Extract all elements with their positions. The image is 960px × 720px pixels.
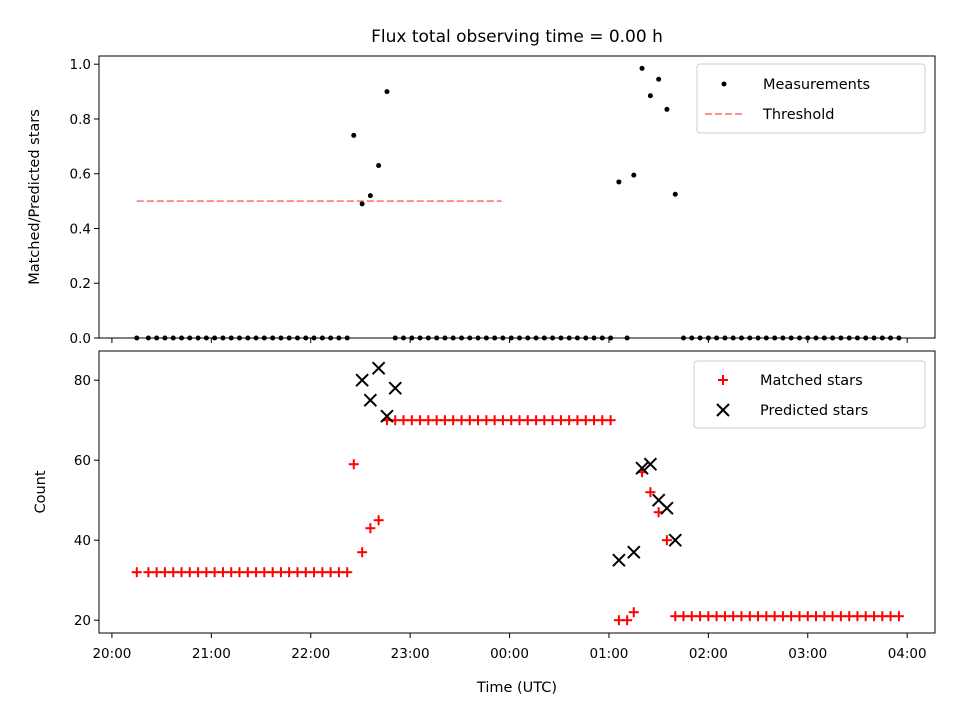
matched-star-point [284,567,295,578]
matched-star-point [736,611,747,622]
predicted-star-point [388,381,402,395]
measurement-point [664,106,670,112]
matched-star-point [497,415,508,426]
measurement-point [367,193,373,199]
legend-matched-marker [718,375,728,385]
x-tick-label: 03:00 [788,646,827,662]
measurement-point [639,65,645,71]
matched-star-point [159,567,170,578]
measurement-point [351,132,357,138]
matched-star-point [373,515,384,526]
top-panel: 0.0 0.2 0.4 0.6 0.8 1.0 Matched/Predicted sta… [27,55,936,347]
matched-star-point [473,415,484,426]
x-tick-label: 04:00 [888,646,927,662]
bottom-legend: Matched stars Predicted stars [693,360,926,429]
matched-star-point [835,611,846,622]
legend-measurements-marker [721,81,727,87]
matched-star-point [333,567,344,578]
matched-star-point [860,611,871,622]
predicted-star-point [380,409,394,423]
matched-star-point [357,547,368,558]
matched-star-point [605,415,616,426]
legend-threshold-label: Threshold [762,107,834,123]
predicted-star-point [363,393,378,407]
chart-title: Flux total observing time = 0.00 h [371,27,663,47]
measurement-point [616,179,622,185]
matched-star-point [184,567,195,578]
matched-star-point [423,415,434,426]
matched-star-point [522,415,533,426]
matched-star-point [342,567,353,578]
measurement-point [672,191,678,197]
top-y-tick-label: 0.4 [70,221,91,237]
matched-star-point [209,567,220,578]
measurement-point [656,76,662,82]
bottom-y-tick-label: 40 [74,533,91,549]
x-tick-label: 01:00 [589,646,628,662]
measurement-point [384,89,390,95]
x-tick-label: 00:00 [490,646,529,662]
predicted-star-point [612,553,626,567]
bottom-y-tick-label: 60 [74,453,91,469]
top-y-axis-label: Matched/Predicted stars [27,109,43,285]
matched-star-point [885,611,896,622]
predicted-star-point [371,361,386,375]
predicted-star-point [355,373,369,387]
x-tick-label: 21:00 [192,646,231,662]
top-y-tick-label: 0.2 [70,276,91,292]
x-tick-label: 22:00 [291,646,330,662]
matched-star-point [348,459,359,470]
top-y-tick-label: 0.8 [70,112,91,128]
x-tick-label: 23:00 [391,646,430,662]
top-y-tick-label: 1.0 [70,57,91,73]
measurement-point [631,172,637,178]
bottom-plot-frame [98,350,936,634]
matched-star-point [686,611,697,622]
matched-star-point [448,415,459,426]
measurement-point [376,163,382,169]
matched-star-point [398,415,409,426]
matched-star-point [234,567,245,578]
bottom-y-tick-label: 80 [74,373,91,389]
top-plot-frame [98,55,936,339]
measurement-point [359,201,365,207]
matched-star-point [597,415,608,426]
top-y-tick-label: 0.0 [70,331,91,347]
matched-star-point [131,567,142,578]
bottom-y-tick-label: 20 [74,613,91,629]
matched-star-point [786,611,797,622]
legend-measurements-label: Measurements [763,77,870,93]
legend-matched-label: Matched stars [760,373,863,389]
matched-star-point [661,535,672,546]
legend-predicted-marker [716,403,730,417]
matched-star-point [893,611,904,622]
matched-star-point [761,611,772,622]
bottom-panel: 20 40 60 80 20:00 21:00 22:00 23:00 00:00 01:00 0… [33,350,936,696]
matched-star-point [572,415,583,426]
predicted-star-point [668,533,682,547]
bottom-y-axis-label: Count [33,470,49,513]
matched-star-point [309,567,320,578]
top-y-tick-label: 0.6 [70,167,91,183]
x-axis-label: Time (UTC) [476,680,557,696]
matched-star-point [259,567,270,578]
predicted-star-point [643,457,658,471]
matched-star-point [547,415,558,426]
matched-star-point [365,523,376,534]
matched-star-point [711,611,722,622]
x-tick-label: 20:00 [92,646,131,662]
measurement-point [647,93,653,99]
predicted-star-point [660,501,674,515]
matched-star-point [645,487,656,498]
predicted-star-point [627,545,641,559]
matched-star-point [811,611,822,622]
legend-predicted-label: Predicted stars [760,403,868,419]
matched-star-point [628,607,639,618]
x-tick-label: 02:00 [689,646,728,662]
top-legend: Measurements Threshold [696,63,926,134]
matched-star-point [622,615,633,626]
predicted-star-point [635,461,649,475]
